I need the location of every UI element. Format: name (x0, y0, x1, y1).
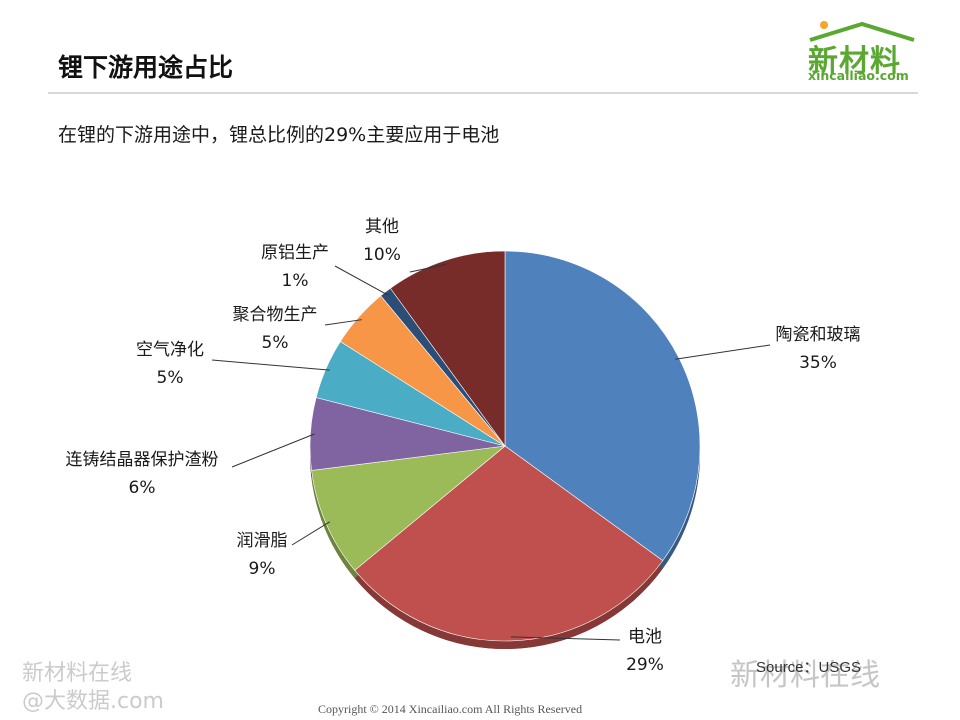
leader-line (324, 319, 362, 326)
leader-line (334, 265, 389, 296)
slice-value-label: 1% (282, 271, 309, 291)
slice-value-label: 9% (249, 559, 276, 579)
pie-slice (354, 445, 664, 642)
slice-label: 陶瓷和玻璃 (776, 325, 861, 345)
leader-line (675, 344, 771, 360)
slice-label: 润滑脂 (237, 531, 288, 551)
title-divider (48, 92, 918, 94)
slice-value-label: 35% (799, 353, 837, 373)
slice-value-label: 10% (363, 245, 401, 265)
leader-line (510, 636, 621, 641)
watermark-left-line1: 新材料在线 (22, 661, 133, 686)
slice-value-label: 5% (157, 368, 184, 388)
watermark-left-line2: @大数据.com (22, 689, 164, 714)
slice-label: 聚合物生产 (233, 305, 318, 325)
page-subtitle: 在锂的下游用途中，锂总比例的29%主要应用于电池 (58, 124, 500, 146)
pie-slice (504, 250, 701, 562)
page-title: 锂下游用途占比 (58, 53, 234, 82)
source-note: Source：USGS (756, 659, 862, 676)
leader-line (291, 521, 330, 546)
brand-logo: 新材料 xincailiao.com (802, 18, 922, 88)
slice-label: 连铸结晶器保护渣粉 (66, 450, 219, 470)
logo-site-text: xincailiao.com (808, 68, 909, 83)
slice-label: 其他 (365, 217, 399, 237)
watermark-left: 新材料在线 @大数据.com (22, 660, 164, 716)
slice-value-label: 29% (626, 655, 664, 675)
slice-label: 空气净化 (136, 340, 204, 360)
slice-label: 原铝生产 (261, 243, 329, 263)
slice-value-label: 5% (262, 333, 289, 353)
slice-label: 电池 (628, 627, 662, 647)
pie-slice (389, 250, 506, 447)
house-roof-icon (809, 21, 915, 42)
leader-line (211, 359, 330, 371)
slice-value-label: 6% (129, 478, 156, 498)
logo-brand-text: 新材料 (808, 44, 901, 79)
copyright-footer: Copyright © 2014 Xincailiao.com All Righ… (318, 702, 583, 716)
leader-line (409, 263, 447, 273)
leader-line (231, 433, 315, 468)
pie-slice (311, 445, 506, 571)
watermark-right: 新材料在线 (730, 658, 880, 693)
